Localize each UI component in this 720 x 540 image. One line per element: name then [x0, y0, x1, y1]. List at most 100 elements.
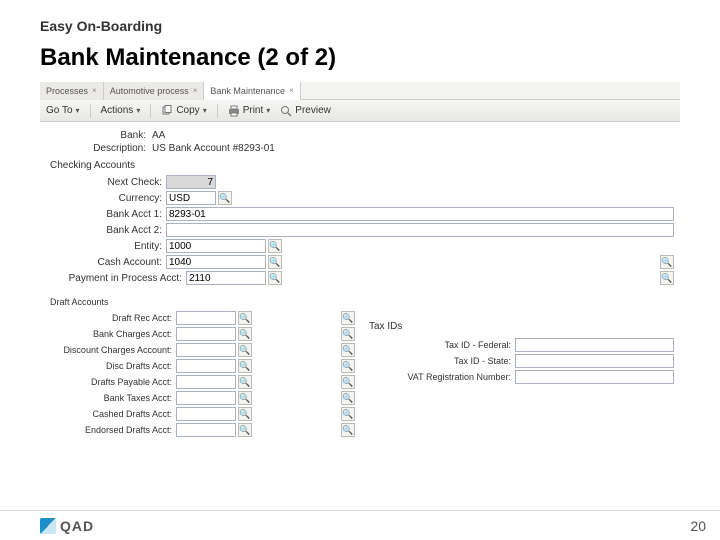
- tax-state-input[interactable]: [515, 354, 674, 368]
- copy-button[interactable]: Copy ▾: [161, 105, 206, 117]
- lookup-icon[interactable]: 🔍: [238, 407, 252, 421]
- lookup-icon[interactable]: 🔍: [341, 391, 355, 405]
- preview-button[interactable]: Preview: [280, 105, 331, 117]
- tax-federal-label: Tax ID - Federal:: [365, 340, 515, 350]
- close-icon[interactable]: ×: [289, 86, 294, 95]
- go-to-button[interactable]: Go To ▾: [46, 105, 80, 116]
- draft-row-input[interactable]: [176, 375, 236, 389]
- separator: [217, 104, 218, 118]
- lookup-icon[interactable]: 🔍: [268, 239, 282, 253]
- close-icon[interactable]: ×: [92, 86, 97, 95]
- go-to-label: Go To: [46, 105, 73, 116]
- logo-text: QAD: [60, 518, 94, 534]
- draft-row-label: Bank Taxes Acct:: [46, 393, 176, 403]
- lookup-icon[interactable]: 🔍: [341, 359, 355, 373]
- lookup-icon[interactable]: 🔍: [238, 311, 252, 325]
- close-icon[interactable]: ×: [193, 86, 198, 95]
- form-area: Bank: AA Description: US Bank Account #8…: [40, 122, 680, 441]
- draft-row-input[interactable]: [176, 407, 236, 421]
- draft-row-input[interactable]: [176, 423, 236, 437]
- lookup-icon[interactable]: 🔍: [268, 271, 282, 285]
- bank-label: Bank:: [86, 130, 146, 141]
- lookup-icon[interactable]: 🔍: [238, 375, 252, 389]
- lookup-icon[interactable]: 🔍: [341, 343, 355, 357]
- entity-label: Entity:: [46, 241, 166, 252]
- print-icon: [228, 105, 240, 117]
- separator: [90, 104, 91, 118]
- tax-section-title: Tax IDs: [369, 321, 674, 332]
- lookup-icon[interactable]: 🔍: [341, 327, 355, 341]
- chevron-down-icon: ▾: [203, 106, 207, 115]
- vat-input[interactable]: [515, 370, 674, 384]
- draft-row-input[interactable]: [176, 391, 236, 405]
- copy-icon: [161, 105, 173, 117]
- lookup-icon[interactable]: 🔍: [238, 343, 252, 357]
- entity-input[interactable]: [166, 239, 266, 253]
- draft-section-title: Draft Accounts: [50, 297, 355, 307]
- chevron-down-icon: ▾: [266, 106, 270, 115]
- slide-super-title: Easy On-Boarding: [0, 0, 720, 40]
- tab-label: Processes: [46, 86, 88, 96]
- chevron-down-icon: ▾: [76, 106, 80, 115]
- draft-row-label: Drafts Payable Acct:: [46, 377, 176, 387]
- slide-footer: QAD 20: [0, 510, 720, 540]
- lookup-icon[interactable]: 🔍: [660, 255, 674, 269]
- lookup-icon[interactable]: 🔍: [218, 191, 232, 205]
- draft-row-label: Cashed Drafts Acct:: [46, 409, 176, 419]
- bank-value: AA: [152, 130, 165, 141]
- checking-section-title: Checking Accounts: [50, 160, 674, 171]
- chevron-down-icon: ▾: [136, 106, 140, 115]
- logo-icon: [40, 518, 56, 534]
- lookup-icon[interactable]: 🔍: [341, 407, 355, 421]
- draft-row-label: Draft Rec Acct:: [46, 313, 176, 323]
- tab-label: Automotive process: [110, 86, 189, 96]
- print-label: Print: [243, 105, 264, 116]
- next-check-label: Next Check:: [46, 177, 166, 188]
- tax-federal-input[interactable]: [515, 338, 674, 352]
- tab-bar: Processes × Automotive process × Bank Ma…: [40, 82, 680, 100]
- draft-row-label: Disc Drafts Acct:: [46, 361, 176, 371]
- lookup-icon[interactable]: 🔍: [660, 271, 674, 285]
- acct2-input[interactable]: [166, 223, 674, 237]
- tab-processes[interactable]: Processes ×: [40, 82, 104, 100]
- draft-row-input[interactable]: [176, 359, 236, 373]
- separator: [150, 104, 151, 118]
- draft-row-input[interactable]: [176, 343, 236, 357]
- acct1-input[interactable]: [166, 207, 674, 221]
- toolbar: Go To ▾ Actions ▾ Copy ▾ Print ▾ Preview: [40, 100, 680, 122]
- lookup-icon[interactable]: 🔍: [268, 255, 282, 269]
- cash-account-input[interactable]: [166, 255, 266, 269]
- lookup-icon[interactable]: 🔍: [238, 391, 252, 405]
- print-button[interactable]: Print ▾: [228, 105, 271, 117]
- draft-row-input[interactable]: [176, 327, 236, 341]
- acct1-label: Bank Acct 1:: [46, 209, 166, 220]
- description-label: Description:: [86, 143, 146, 154]
- tab-automotive[interactable]: Automotive process ×: [104, 82, 205, 100]
- tab-bank-maintenance[interactable]: Bank Maintenance ×: [204, 82, 300, 100]
- acct2-label: Bank Acct 2:: [46, 225, 166, 236]
- actions-button[interactable]: Actions ▾: [101, 105, 141, 116]
- tax-state-label: Tax ID - State:: [365, 356, 515, 366]
- slide-title: Bank Maintenance (2 of 2): [0, 40, 720, 82]
- pip-input[interactable]: [186, 271, 266, 285]
- draft-row-input[interactable]: [176, 311, 236, 325]
- lookup-icon[interactable]: 🔍: [341, 423, 355, 437]
- lookup-icon[interactable]: 🔍: [238, 327, 252, 341]
- preview-label: Preview: [295, 105, 331, 116]
- actions-label: Actions: [101, 105, 134, 116]
- draft-accounts-column: Draft Accounts Draft Rec Acct: 🔍 🔍 Bank Cha…: [46, 291, 355, 439]
- preview-icon: [280, 105, 292, 117]
- next-check-input[interactable]: [166, 175, 216, 189]
- draft-row-label: Discount Charges Account:: [46, 345, 176, 355]
- qad-logo: QAD: [40, 518, 94, 534]
- draft-row-label: Bank Charges Acct:: [46, 329, 176, 339]
- lookup-icon[interactable]: 🔍: [238, 423, 252, 437]
- draft-row-label: Endorsed Drafts Acct:: [46, 425, 176, 435]
- lookup-icon[interactable]: 🔍: [341, 375, 355, 389]
- lookup-icon[interactable]: 🔍: [238, 359, 252, 373]
- currency-input[interactable]: [166, 191, 216, 205]
- app-window: Processes × Automotive process × Bank Ma…: [40, 82, 680, 441]
- cash-account-label: Cash Account:: [46, 257, 166, 268]
- tab-label: Bank Maintenance: [210, 86, 285, 96]
- lookup-icon[interactable]: 🔍: [341, 311, 355, 325]
